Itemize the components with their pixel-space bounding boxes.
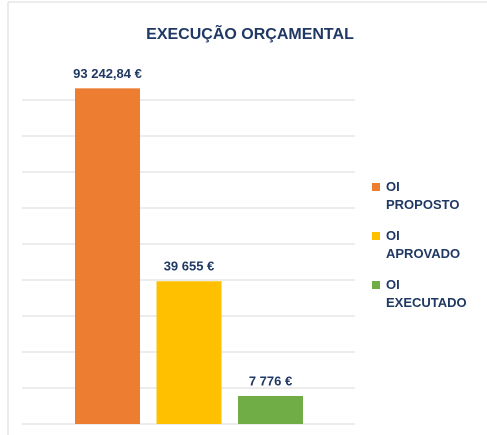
value-label: 39 655 €	[164, 259, 215, 274]
value-label: 7 776 €	[249, 373, 292, 388]
value-label: 93 242,84 €	[73, 66, 142, 81]
bar	[75, 88, 140, 424]
bar	[156, 281, 222, 424]
legend-item: OI PROPOSTO	[372, 178, 472, 214]
legend-item: OI EXECUTADO	[372, 276, 472, 312]
chart-title: EXECUÇÃO ORÇAMENTAL	[146, 23, 354, 43]
bar	[238, 396, 303, 424]
legend-swatch	[372, 232, 380, 240]
legend-item: OI APROVADO	[372, 227, 472, 263]
legend-label: OI PROPOSTO	[386, 179, 460, 212]
legend-swatch	[372, 183, 380, 191]
legend-swatch	[372, 281, 380, 289]
legend-label: OI APROVADO	[386, 228, 461, 261]
legend-label: OI EXECUTADO	[386, 277, 467, 310]
